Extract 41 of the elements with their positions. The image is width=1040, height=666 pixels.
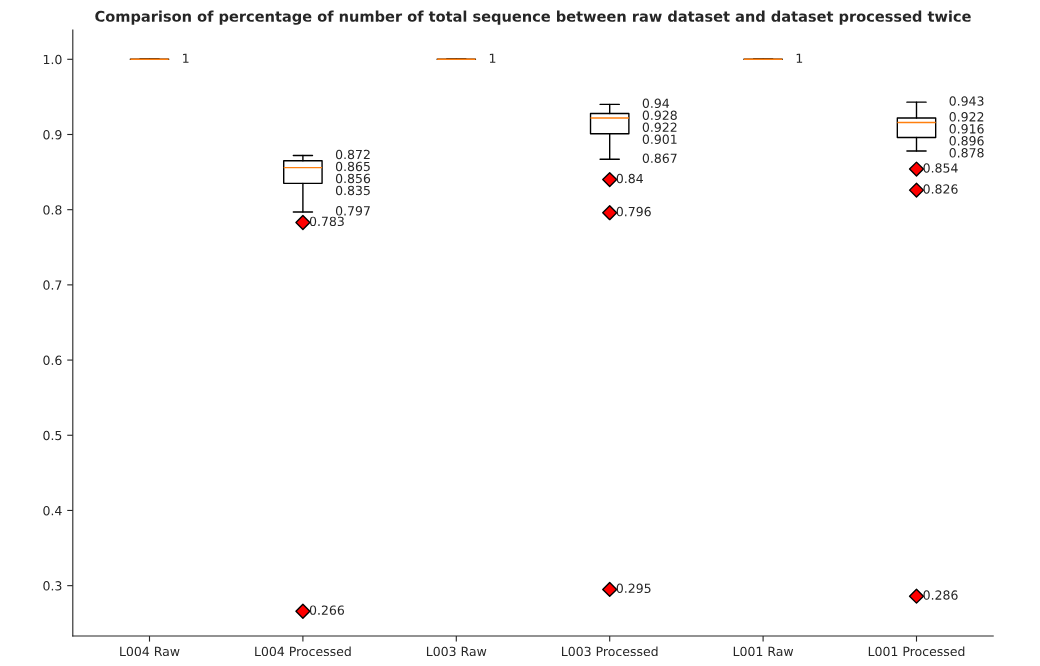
annotation: 0.922 <box>642 122 677 133</box>
y-tick-label: 0.8 <box>43 205 62 215</box>
annotation: 0.943 <box>949 96 984 106</box>
chart-title: Comparison of percentage of number of total sequence between raw dataset and dataset processed twice <box>95 10 971 25</box>
annotation: 0.867 <box>642 153 677 163</box>
x-tick-label: L001 Raw <box>733 646 794 657</box>
annotation: 0.878 <box>949 148 984 158</box>
x-tick-label: L001 Processed <box>868 646 965 657</box>
x-tick-label: L003 Processed <box>562 646 658 657</box>
annotation: 0.84 <box>616 173 643 184</box>
x-tick-label: L004 Processed <box>255 646 351 657</box>
annotation: 0.266 <box>309 605 345 615</box>
y-tick-label: 0.5 <box>43 430 62 441</box>
y-tick-label: 0.7 <box>43 280 62 290</box>
annotation: 0.797 <box>335 206 370 216</box>
y-tick-label: 0.4 <box>43 505 62 516</box>
y-tick-label: 0.9 <box>43 129 62 140</box>
annotation: 0.854 <box>923 163 958 173</box>
annotation: 0.916 <box>949 124 984 134</box>
annotation: 0.783 <box>309 216 344 227</box>
x-tick-label: L004 Raw <box>120 646 180 657</box>
annotation: 0.856 <box>335 173 371 184</box>
annotation: 0.865 <box>335 161 370 172</box>
annotation: 0.928 <box>642 110 677 121</box>
annotation: 1 <box>183 53 189 63</box>
y-tick-label: 0.3 <box>43 581 62 591</box>
annotation: 0.826 <box>923 184 958 194</box>
annotation: 0.872 <box>335 149 370 160</box>
x-tick-label: L003 Raw <box>426 646 487 657</box>
annotation: 0.94 <box>642 98 670 109</box>
annotation: 0.901 <box>642 134 677 145</box>
annotation: 0.295 <box>616 583 651 594</box>
annotation: 0.922 <box>949 112 984 122</box>
y-tick-label: 0.6 <box>43 355 62 365</box>
y-tick-label: 1.0 <box>43 54 62 65</box>
annotation: 0.835 <box>335 185 370 196</box>
annotation: 1 <box>796 53 803 63</box>
annotation: 0.286 <box>923 590 958 600</box>
annotation: 1 <box>489 53 496 63</box>
annotation: 0.896 <box>949 136 984 146</box>
annotation: 0.796 <box>616 206 651 217</box>
